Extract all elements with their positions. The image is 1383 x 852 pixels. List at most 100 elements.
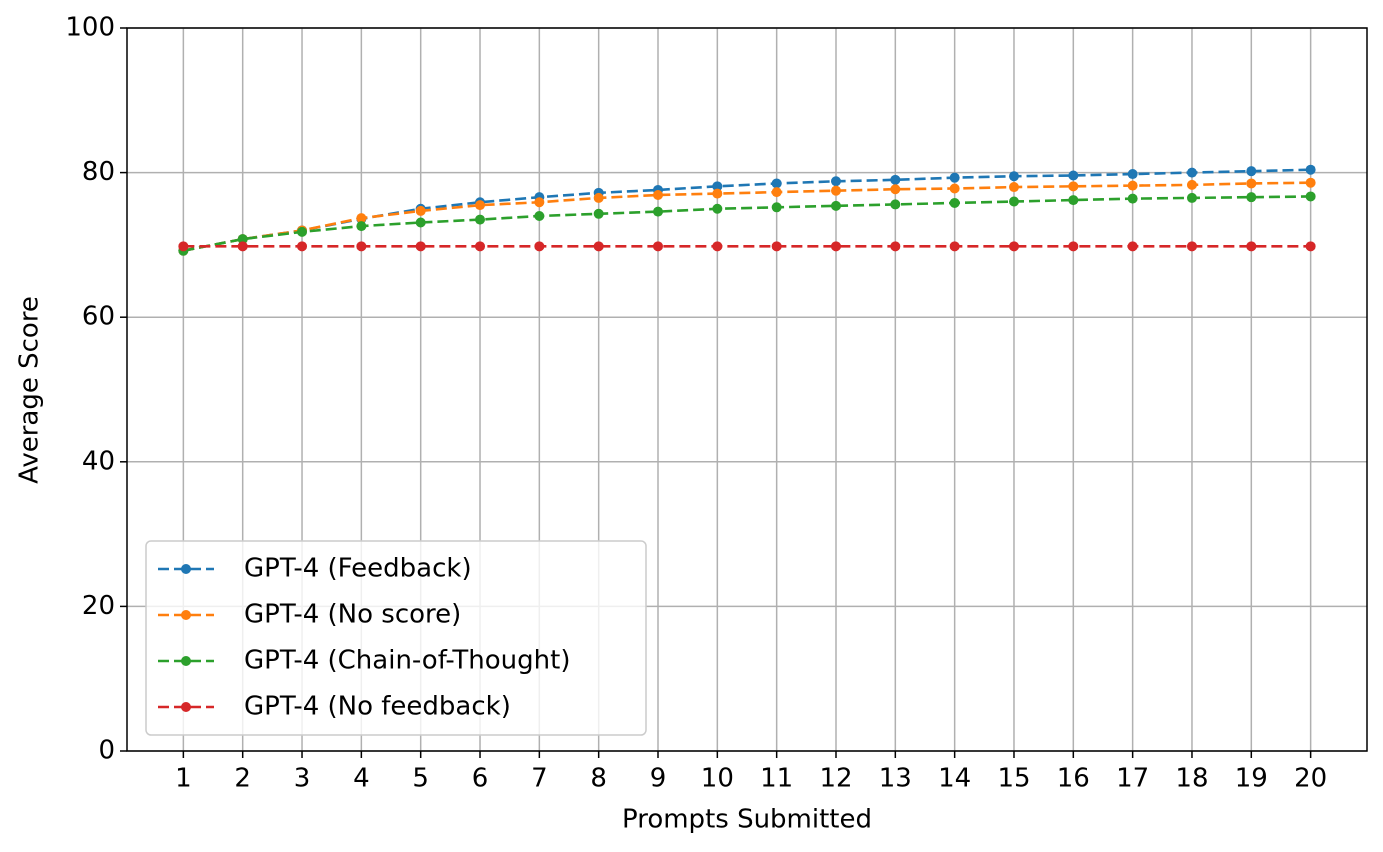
y-tick-label: 20 <box>82 591 115 621</box>
point <box>712 181 723 192</box>
point <box>1008 182 1019 193</box>
series <box>178 191 1316 256</box>
point <box>712 241 723 252</box>
plot-frame <box>126 27 1368 752</box>
point <box>1068 241 1079 252</box>
point <box>949 183 960 194</box>
series <box>178 164 1316 256</box>
point <box>771 187 782 198</box>
legend-marker <box>181 610 191 620</box>
point <box>830 241 841 252</box>
point <box>1246 241 1257 252</box>
x-tick-label: 18 <box>1175 764 1208 794</box>
point <box>1305 164 1316 175</box>
point <box>178 241 189 252</box>
point <box>1186 241 1197 252</box>
point <box>1246 166 1257 177</box>
point <box>1186 167 1197 178</box>
point <box>949 241 960 252</box>
y-tick-label: 40 <box>82 446 115 476</box>
point <box>415 241 426 252</box>
point <box>593 208 604 219</box>
y-tick-label: 60 <box>82 302 115 332</box>
line <box>183 195 1311 252</box>
point <box>712 203 723 214</box>
point <box>1186 192 1197 203</box>
point <box>653 190 664 201</box>
x-tick-label: 17 <box>1116 764 1149 794</box>
point <box>415 217 426 228</box>
x-tick-label: 6 <box>472 764 489 794</box>
legend-marker <box>181 564 191 574</box>
point <box>1008 241 1019 252</box>
point <box>771 178 782 189</box>
legend-label: GPT-4 (No feedback) <box>244 692 511 722</box>
point <box>1008 196 1019 207</box>
y-tick-label: 80 <box>82 157 115 187</box>
point <box>1127 169 1138 180</box>
point <box>237 234 248 245</box>
x-tick-label: 19 <box>1235 764 1268 794</box>
point <box>475 200 486 211</box>
point <box>1127 193 1138 204</box>
point <box>1246 192 1257 203</box>
point <box>475 214 486 225</box>
point <box>475 241 486 252</box>
point <box>1305 241 1316 252</box>
point <box>712 188 723 199</box>
x-tick-label: 13 <box>879 764 912 794</box>
x-tick-label: 8 <box>590 764 607 794</box>
y-axis-label: Average Score <box>15 296 45 484</box>
point <box>890 241 901 252</box>
x-tick-label: 2 <box>234 764 251 794</box>
point <box>1127 180 1138 191</box>
series <box>178 177 1316 256</box>
point <box>356 241 367 252</box>
x-tick-label: 20 <box>1294 764 1327 794</box>
point <box>356 221 367 232</box>
legend-marker <box>181 656 191 666</box>
point <box>593 192 604 203</box>
y-tick-label: 100 <box>65 13 115 43</box>
point <box>1127 241 1138 252</box>
point <box>1246 178 1257 189</box>
point <box>890 184 901 195</box>
x-tick-label: 4 <box>353 764 370 794</box>
point <box>593 241 604 252</box>
x-tick-label: 7 <box>531 764 548 794</box>
y-tick-label: 0 <box>98 736 115 766</box>
legend-label: GPT-4 (Chain-of-Thought) <box>244 646 571 676</box>
legend-label: GPT-4 (No score) <box>244 600 461 630</box>
x-tick-label: 16 <box>1057 764 1090 794</box>
x-tick-label: 14 <box>938 764 971 794</box>
point <box>237 241 248 252</box>
line <box>183 168 1311 252</box>
x-tick-label: 9 <box>650 764 667 794</box>
x-tick-label: 1 <box>175 764 192 794</box>
point <box>890 199 901 210</box>
point <box>534 210 545 221</box>
point <box>534 241 545 252</box>
point <box>653 206 664 217</box>
point <box>1305 191 1316 202</box>
point <box>890 174 901 185</box>
x-tick-label: 5 <box>412 764 429 794</box>
x-tick-label: 10 <box>701 764 734 794</box>
point <box>771 241 782 252</box>
point <box>1068 170 1079 181</box>
x-tick-label: 11 <box>760 764 793 794</box>
point <box>297 241 308 252</box>
point <box>653 241 664 252</box>
point <box>1008 171 1019 182</box>
point <box>1186 179 1197 190</box>
point <box>1305 177 1316 188</box>
point <box>949 172 960 183</box>
legend: GPT-4 (Feedback) GPT-4 (No score) GPT-4 (C… <box>145 540 647 736</box>
x-tick-label: 12 <box>819 764 852 794</box>
legend-marker <box>181 702 191 712</box>
line <box>183 181 1311 252</box>
x-tick-label: 15 <box>997 764 1030 794</box>
point <box>1068 181 1079 192</box>
point <box>771 202 782 213</box>
